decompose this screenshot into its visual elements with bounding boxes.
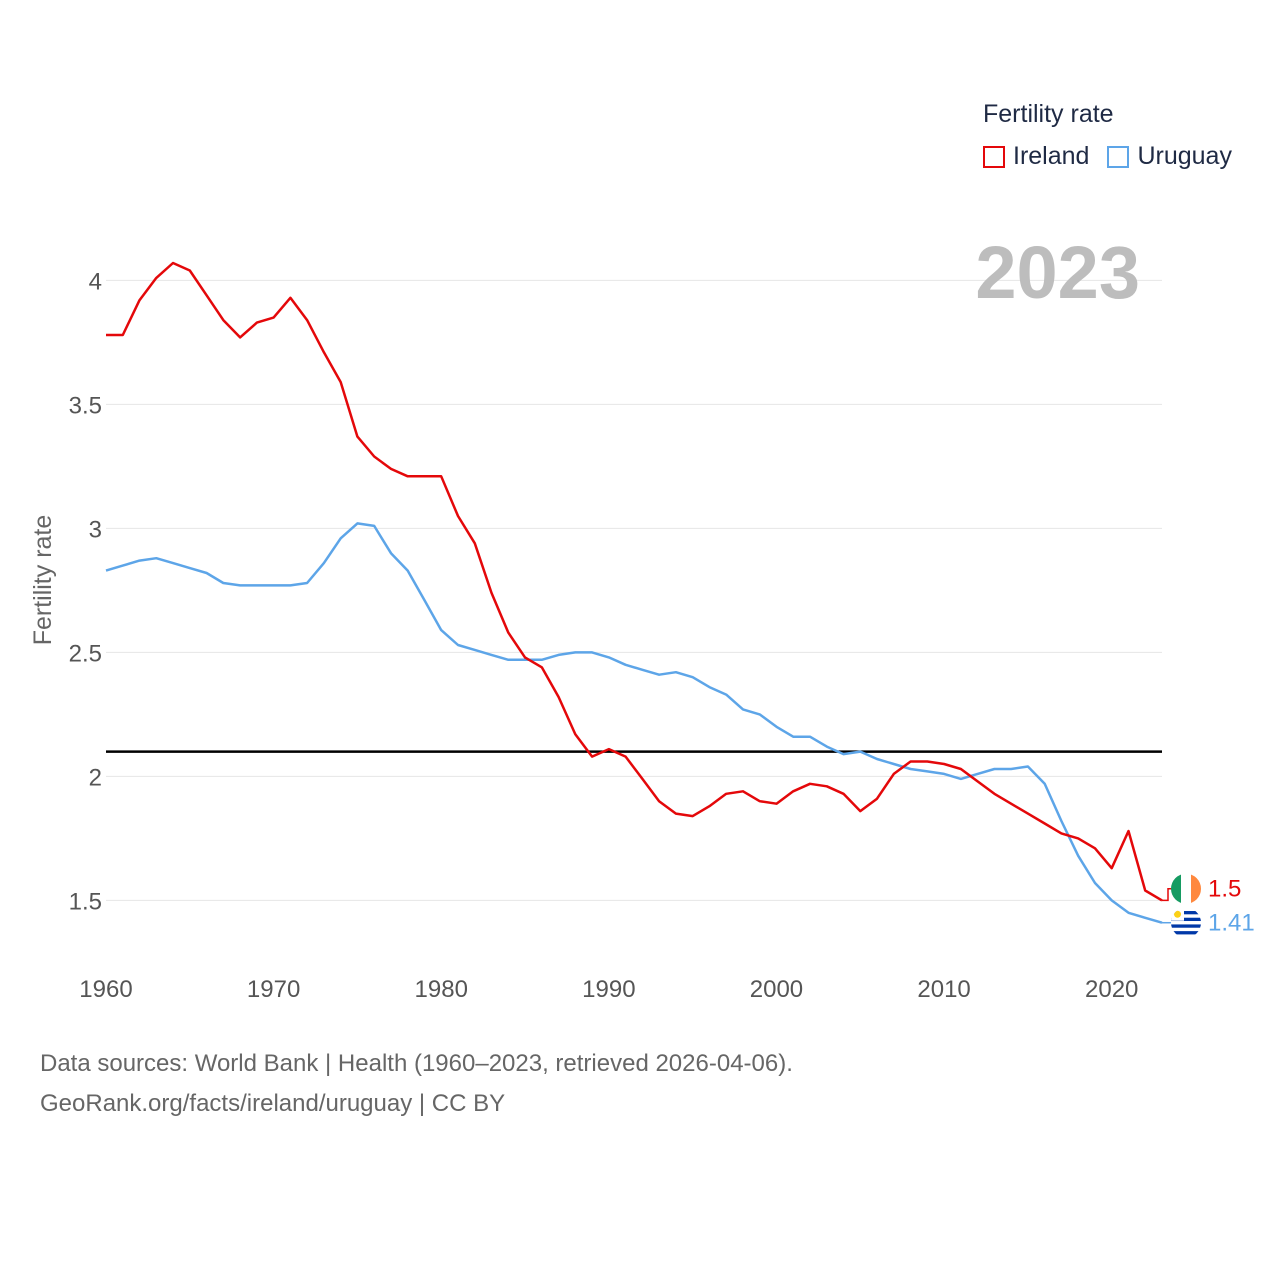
end-label-ireland: 1.5 — [1208, 876, 1241, 903]
x-tick-label: 1990 — [582, 976, 635, 1003]
legend-label-ireland: Ireland — [1013, 142, 1090, 170]
y-tick-label: 3.5 — [69, 392, 102, 419]
series-line-uruguay[interactable] — [105, 522, 1163, 924]
legend-swatch-ireland — [983, 145, 1005, 168]
source-line-1: Data sources: World Bank | Health (1960–… — [40, 1050, 793, 1077]
y-tick-label: 4 — [89, 268, 102, 295]
source-note: Data sources: World Bank | Health (1960–… — [40, 1044, 793, 1124]
y-tick-label: 2.5 — [69, 640, 102, 667]
y-tick-label: 3 — [89, 516, 102, 543]
legend: Ireland Uruguay — [983, 142, 1250, 171]
source-line-2: GeoRank.org/facts/ireland/uruguay | CC B… — [40, 1090, 506, 1117]
x-tick-label: 1970 — [247, 976, 300, 1003]
grid-lines — [106, 279, 1162, 901]
end-label-uruguay: 1.41 — [1208, 910, 1255, 937]
x-tick-label: 1960 — [79, 976, 132, 1003]
x-tick-label: 1980 — [415, 976, 468, 1003]
legend-label-uruguay: Uruguay — [1137, 142, 1232, 170]
ireland-flag-icon — [1171, 873, 1201, 904]
series-line-ireland[interactable] — [106, 261, 1163, 902]
y-axis-ticks: 1.5 2 2.5 3 3.5 4 — [69, 268, 102, 915]
end-labels: 1.5 1.41 — [1162, 873, 1255, 938]
legend-item-ireland[interactable]: Ireland — [983, 142, 1089, 171]
y-tick-label: 1.5 — [69, 888, 102, 915]
legend-item-uruguay[interactable]: Uruguay — [1107, 142, 1232, 171]
x-tick-label: 2020 — [1085, 976, 1138, 1003]
y-axis-label: Fertility rate — [29, 515, 57, 646]
year-display: 2023 — [975, 231, 1140, 314]
legend-swatch-uruguay — [1107, 145, 1130, 168]
series-lines — [105, 261, 1163, 924]
x-axis-ticks: 1960 1970 1980 1990 2000 2010 2020 — [79, 976, 1138, 1003]
end-connector-ireland — [1162, 887, 1172, 902]
legend-title: Fertility rate — [983, 100, 1114, 128]
x-tick-label: 2010 — [917, 976, 970, 1003]
x-tick-label: 2000 — [750, 976, 803, 1003]
uruguay-flag-icon — [1171, 907, 1201, 938]
y-tick-label: 2 — [89, 764, 102, 791]
